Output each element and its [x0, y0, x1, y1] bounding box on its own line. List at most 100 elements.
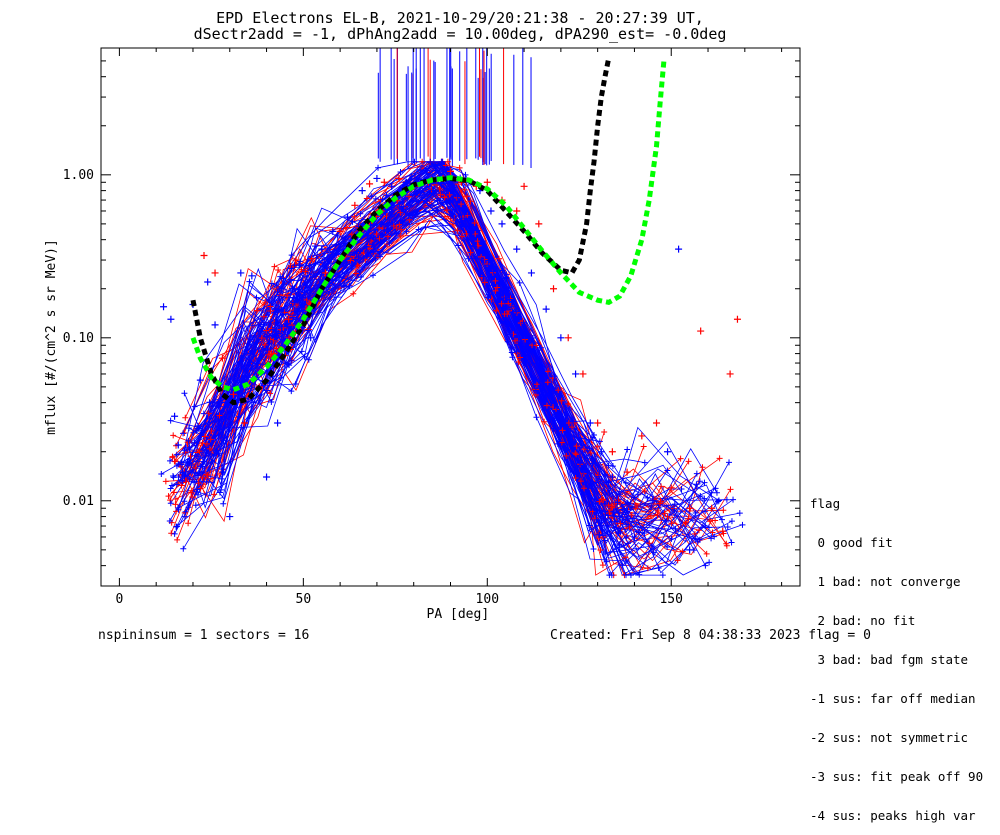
plus-marker [443, 207, 450, 214]
plus-marker [302, 289, 309, 296]
legend-item: 1 bad: not converge [810, 574, 961, 589]
plus-marker [536, 378, 543, 385]
footer-right: Created: Fri Sep 8 04:38:33 2023 flag = … [550, 628, 871, 643]
plus-marker [172, 495, 179, 502]
plus-marker [253, 294, 260, 301]
plus-marker [182, 478, 189, 485]
plus-marker [544, 368, 551, 375]
data-point [174, 441, 182, 449]
plus-marker [491, 296, 498, 303]
plus-marker [403, 228, 410, 235]
data-point [597, 448, 605, 456]
plus-marker [572, 450, 579, 457]
plus-marker [347, 251, 354, 258]
plus-marker [546, 386, 553, 393]
plus-marker [492, 277, 499, 284]
plus-marker [185, 437, 192, 444]
plus-marker [430, 187, 437, 194]
plus-marker [708, 489, 715, 496]
x-axis-label: PA [deg] [427, 607, 490, 622]
plus-marker [456, 164, 463, 171]
plus-marker [181, 498, 188, 505]
plus-marker [169, 454, 176, 461]
plus-marker [617, 520, 624, 527]
plus-marker [305, 356, 312, 363]
plus-marker [203, 440, 210, 447]
plus-marker [188, 462, 195, 469]
plus-marker [174, 536, 181, 543]
data-point [649, 497, 657, 505]
plus-marker [623, 521, 630, 528]
plus-marker [272, 309, 279, 316]
plus-marker [562, 417, 569, 424]
plus-marker [376, 248, 383, 255]
data-point [329, 227, 337, 235]
plus-marker [376, 235, 383, 242]
plus-marker [288, 357, 295, 364]
plus-marker [393, 230, 400, 237]
plus-marker [187, 453, 194, 460]
x-tick-label: 150 [659, 592, 682, 607]
plus-marker [397, 209, 404, 216]
plus-marker [544, 392, 551, 399]
plus-marker [520, 331, 527, 338]
plus-marker [288, 388, 295, 395]
plus-marker [312, 243, 319, 250]
plus-marker [541, 370, 548, 377]
plus-marker [504, 311, 511, 318]
data-point [487, 207, 495, 215]
plus-marker [301, 353, 308, 360]
plus-marker [654, 511, 661, 518]
plus-marker [171, 458, 178, 465]
plus-marker [702, 508, 709, 515]
plus-marker [587, 449, 594, 456]
plus-marker [509, 354, 516, 361]
plus-marker [655, 507, 662, 514]
plus-marker [593, 479, 600, 486]
data-point [218, 354, 226, 362]
plus-marker [550, 425, 557, 432]
data-point [263, 473, 271, 481]
plus-marker [541, 418, 548, 425]
plus-marker [658, 483, 665, 490]
plus-marker [273, 319, 280, 326]
plus-marker [312, 260, 319, 267]
plus-marker [419, 158, 426, 165]
plus-marker [165, 493, 172, 500]
plus-marker [668, 520, 675, 527]
plus-marker [208, 427, 215, 434]
chart-title-line-1: EPD Electrons EL-B, 2021-10-29/20:21:38 … [216, 9, 704, 27]
data-point [307, 334, 315, 342]
legend-item: -4 sus: peaks high var [810, 808, 976, 823]
plus-marker [586, 445, 593, 452]
plus-marker [415, 198, 422, 205]
plus-marker [442, 166, 449, 173]
data-point [373, 174, 381, 182]
plus-marker [609, 463, 616, 470]
data-point [171, 412, 179, 420]
plus-marker [199, 463, 206, 470]
plus-marker [294, 307, 301, 314]
plus-marker [284, 331, 291, 338]
plus-marker [190, 429, 197, 436]
plus-marker [346, 283, 353, 290]
plus-marker [481, 279, 488, 286]
plus-marker [349, 262, 356, 269]
plus-marker [218, 431, 225, 438]
plus-marker [199, 440, 206, 447]
plus-marker [205, 423, 212, 430]
legend-item: 2 bad: no fit [810, 613, 916, 628]
plus-marker [285, 334, 292, 341]
plus-marker [277, 374, 284, 381]
y-tick-label: 1.00 [63, 168, 94, 183]
plus-marker [385, 228, 392, 235]
plus-marker [513, 309, 520, 316]
plus-marker [586, 482, 593, 489]
plus-marker [343, 224, 350, 231]
plus-marker [350, 290, 357, 297]
plus-marker [377, 253, 384, 260]
plus-marker [572, 467, 579, 474]
data-point [196, 376, 204, 384]
plus-marker [477, 247, 484, 254]
plus-marker [506, 331, 513, 338]
